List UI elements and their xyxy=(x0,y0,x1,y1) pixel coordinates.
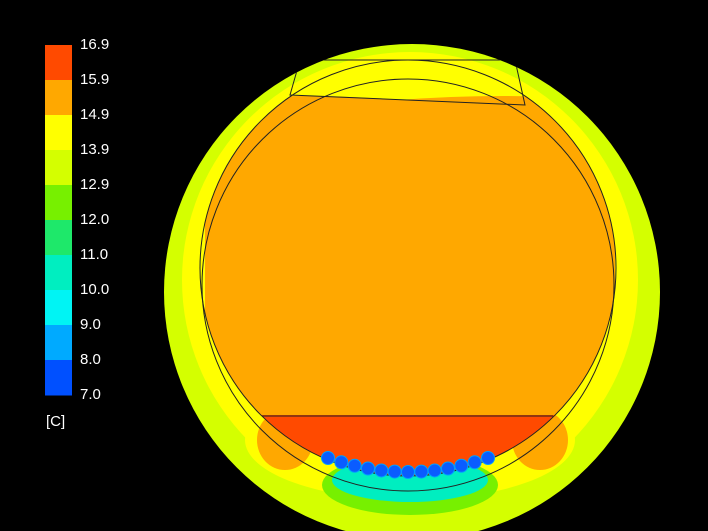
liner xyxy=(201,78,615,492)
colorbar-band xyxy=(45,80,72,116)
colorbar-label: 8.0 xyxy=(80,351,101,368)
colorbar-band xyxy=(45,220,72,256)
pipe xyxy=(467,455,482,470)
colorbar-band xyxy=(45,255,72,291)
colorbar: 16.9 15.9 14.9 13.9 12.9 12.0 11.0 10.0 9.0 8.0 7.… xyxy=(45,36,109,403)
colorbar-unit: [C] xyxy=(46,413,65,430)
colorbar-label: 7.0 xyxy=(80,386,101,403)
band-core xyxy=(205,95,615,415)
colorbar-band xyxy=(45,360,72,396)
pipe xyxy=(414,464,429,479)
pipe xyxy=(387,464,402,479)
colorbar-band xyxy=(45,45,72,81)
pipe xyxy=(334,455,349,470)
colorbar-label: 15.9 xyxy=(80,71,109,88)
pipe xyxy=(454,458,469,473)
pipe xyxy=(321,451,335,465)
pipe xyxy=(347,458,362,473)
colorbar-band xyxy=(45,185,72,221)
pipe xyxy=(401,465,415,479)
colorbar-label: 16.9 xyxy=(80,36,109,53)
colorbar-label: 12.0 xyxy=(80,211,109,228)
pipe xyxy=(374,463,389,478)
pipes xyxy=(321,451,495,479)
colorbar-band xyxy=(45,325,72,361)
pipe xyxy=(427,463,442,478)
colorbar-label: 14.9 xyxy=(80,106,109,123)
colorbar-label: 9.0 xyxy=(80,316,101,333)
colorbar-label: 11.0 xyxy=(80,246,108,263)
contour-plot xyxy=(164,44,660,531)
colorbar-band xyxy=(45,290,72,326)
pipe xyxy=(441,461,455,476)
colorbar-band xyxy=(45,115,72,151)
pipe xyxy=(361,461,375,476)
colorbar-label: 12.9 xyxy=(80,176,109,193)
colorbar-band xyxy=(45,150,72,186)
colorbar-label: 13.9 xyxy=(80,141,109,158)
colorbar-label: 10.0 xyxy=(80,281,109,298)
pipe xyxy=(481,451,495,465)
